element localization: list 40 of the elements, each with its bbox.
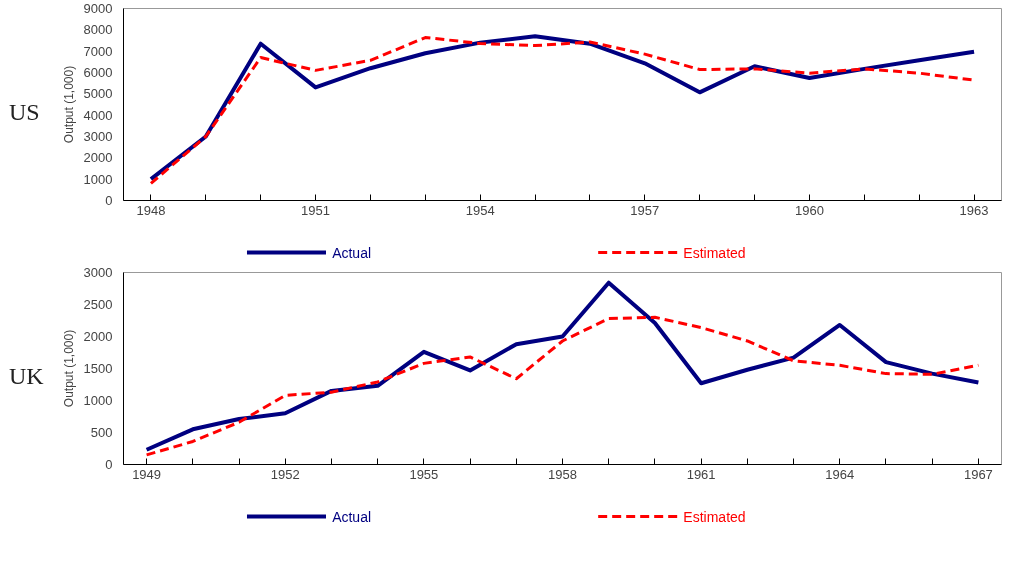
x-tick-label: 1964 (825, 466, 855, 482)
x-tick-label: 1963 (959, 202, 989, 218)
y-tick-label: 1500 (83, 361, 113, 376)
y-tick-label: 3000 (83, 265, 113, 280)
x-tick-label: 1951 (301, 202, 331, 218)
x-tick-label: 1948 (136, 202, 166, 218)
y-axis-title: Output (1,000) (61, 65, 76, 144)
text: Estimated (683, 508, 746, 525)
line-series (144, 280, 981, 452)
y-tick-label: 1000 (83, 393, 113, 408)
x-tick-label: 1958 (548, 466, 577, 482)
y-tick-label: 0 (105, 457, 113, 472)
line-series (145, 315, 980, 457)
y-tick-label: 2000 (83, 150, 113, 166)
x-tick-label: 1957 (630, 202, 660, 218)
text: UK (9, 362, 44, 391)
y-tick-label: 5000 (83, 86, 113, 102)
text: Actual (332, 244, 372, 261)
y-tick-label: 4000 (83, 107, 113, 123)
y-tick-label: 3000 (83, 129, 113, 144)
y-tick-label: 1000 (83, 171, 113, 187)
x-tick-label: 1949 (132, 466, 162, 482)
text: Actual (332, 508, 372, 525)
y-axis-title: Output (1,000) (61, 329, 76, 408)
y-tick-label: 9000 (83, 1, 113, 16)
y-tick-label: 2500 (83, 297, 113, 312)
x-tick-label: 1961 (686, 466, 716, 482)
y-tick-label: 8000 (83, 22, 113, 38)
y-tick-label: 500 (90, 425, 113, 440)
text: US (9, 98, 40, 127)
x-tick-label: 1954 (465, 202, 495, 218)
y-tick-label: 7000 (83, 43, 113, 59)
y-tick-label: 0 (105, 193, 113, 208)
x-tick-label: 1952 (270, 466, 300, 482)
x-tick-label: 1960 (794, 202, 824, 218)
x-tick-label: 1955 (409, 466, 439, 482)
x-tick-label: 1967 (963, 466, 993, 482)
y-tick-label: 6000 (83, 65, 113, 80)
text: Estimated (683, 244, 746, 261)
y-tick-label: 2000 (83, 329, 113, 344)
